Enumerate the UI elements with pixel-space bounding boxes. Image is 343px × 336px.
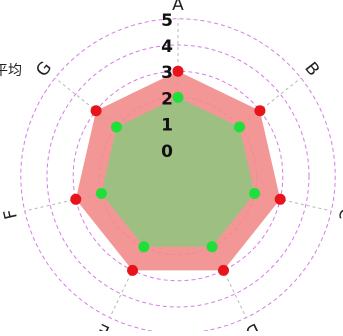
axis-label-A: A [172, 0, 184, 15]
axis-label-F: F [0, 207, 22, 221]
data-point-s1-G [111, 121, 122, 133]
data-point-s0-B [254, 105, 266, 117]
data-point-s0-F [70, 193, 82, 205]
data-point-s0-D [218, 264, 229, 276]
legend-label-average: 平均 [0, 63, 22, 79]
radial-tick-label: 5 [161, 11, 173, 31]
data-point-s1-F [95, 188, 107, 199]
data-point-s0-A [172, 65, 184, 77]
radial-tick-label: 3 [161, 63, 173, 83]
data-point-s1-B [234, 121, 245, 133]
axis-label-G: G [32, 58, 56, 81]
data-point-s0-C [274, 193, 286, 205]
radial-tick-label: 0 [161, 142, 173, 162]
data-point-s1-D [206, 241, 218, 253]
data-point-s1-A [172, 91, 184, 103]
grid-ring-4 [46, 44, 310, 308]
radial-tick-label: 1 [161, 116, 173, 136]
data-point-s1-C [249, 188, 261, 199]
radial-tick-label: 2 [161, 89, 173, 109]
axis-label-E: E [95, 319, 113, 331]
data-point-s0-G [90, 105, 102, 117]
axis-label-D: D [242, 318, 262, 331]
data-point-s0-E [127, 264, 138, 276]
radial-tick-label: 4 [161, 37, 173, 57]
axis-label-B: B [300, 59, 323, 81]
series-area-1 [101, 97, 255, 247]
axis-label-C: C [334, 206, 343, 222]
data-point-s1-E [138, 241, 150, 253]
